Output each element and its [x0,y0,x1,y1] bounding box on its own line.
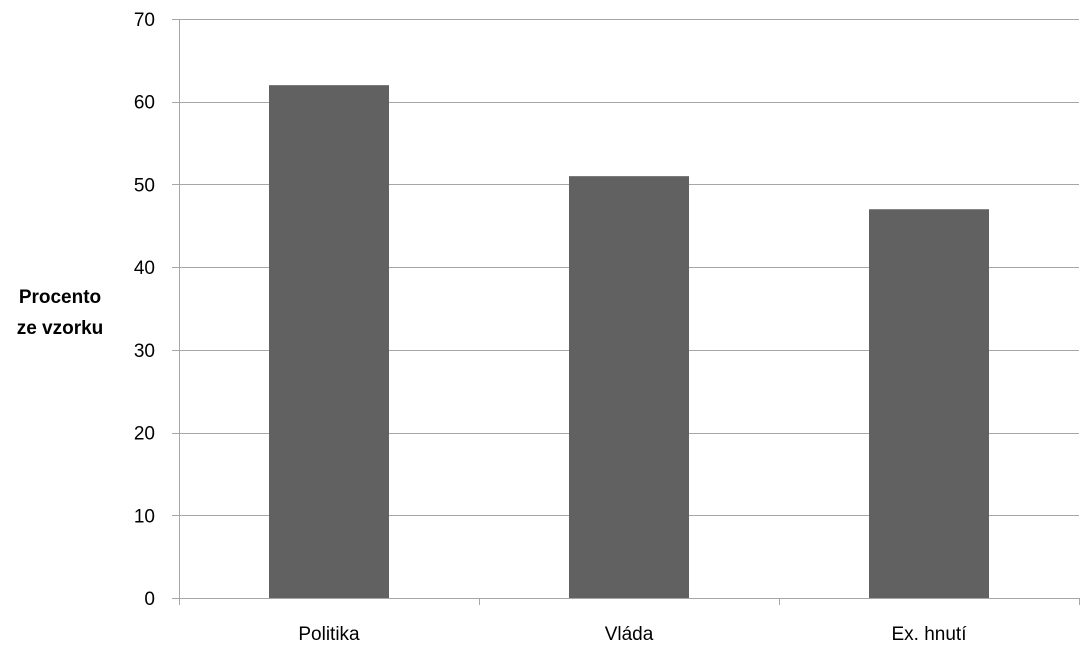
y-tick-label-1: 10 [134,506,155,527]
y-tick-label-5: 50 [134,175,155,196]
y-axis-label-line-1: Procento [18,287,102,308]
y-tick-label-4: 40 [134,258,155,279]
y-tick-label-2: 20 [134,424,155,445]
bar-1 [569,176,689,598]
bar-0 [269,85,389,598]
x-tick-label-0: Politika [298,624,360,645]
bar-2 [869,209,989,598]
y-tick-label-7: 70 [134,10,155,31]
y-tick-label-6: 60 [134,93,155,114]
y-tick-label-3: 30 [134,341,155,362]
y-axis-label-line-2: ze vzorku [16,318,104,339]
y-tick-label-0: 0 [144,589,155,610]
y-axis-label: Procento ze vzorku [4,282,116,344]
x-tick-label-1: Vláda [605,624,654,645]
x-tick-label-2: Ex. hnutí [892,624,968,645]
